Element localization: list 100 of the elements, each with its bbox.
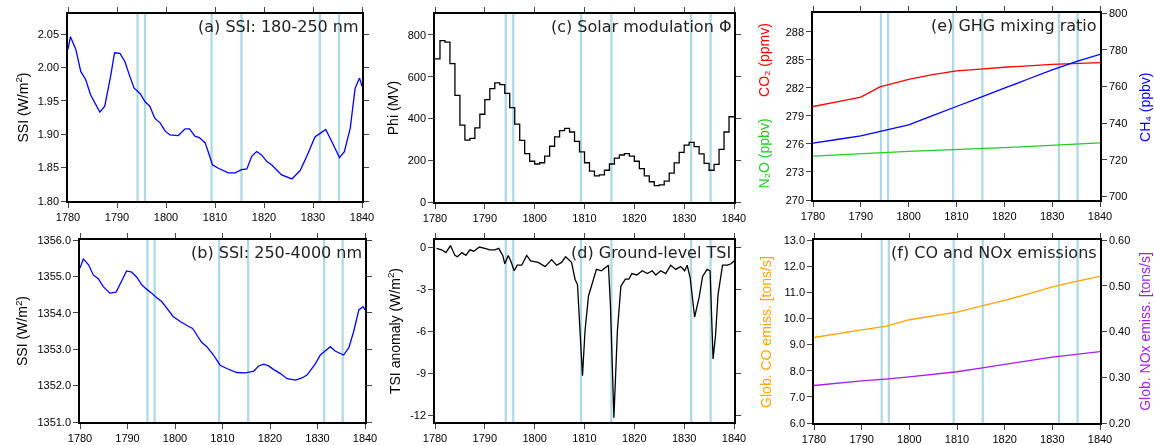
x-tick-label: 1800 [522, 431, 547, 444]
chart-title: (a) SSI: 180-250 nm [198, 17, 359, 36]
x-tick-label: 1790 [472, 211, 498, 224]
y-tick-label: 1.90 [37, 128, 60, 141]
y2-tick-label: 800 [1108, 6, 1128, 19]
y-tick-label: 2.00 [37, 61, 60, 74]
y2-tick-label: 780 [1108, 43, 1128, 56]
y-tick-label: 285 [785, 53, 805, 66]
y-tick-label: 273 [785, 165, 805, 178]
y-tick-label: 0 [419, 195, 427, 208]
x-tick-label: 1790 [472, 431, 498, 444]
x-tick-label: 1830 [1039, 209, 1065, 222]
x-tick-label: 1840 [721, 211, 747, 224]
x-tick-label: 1810 [572, 211, 597, 224]
y-tick-label: 0 [419, 240, 427, 253]
text: N₂O (ppbv) [755, 118, 772, 189]
x-tick-label: 1830 [671, 431, 697, 444]
x-tick-label: 1840 [721, 431, 747, 444]
x-tick-label: 1800 [522, 211, 547, 224]
y-tick-label: 1356.0 [37, 233, 72, 246]
y-tick-label: 8.0 [789, 364, 806, 377]
x-tick-label: 1780 [422, 211, 448, 224]
x-tick-label: 1800 [897, 432, 922, 445]
x-tick-label: 1780 [800, 209, 826, 222]
y-tick-label: 12.0 [783, 259, 806, 272]
x-tick-label: 1790 [848, 209, 874, 222]
x-tick-label: 1820 [992, 432, 1017, 445]
y2-tick-label: 760 [1108, 80, 1128, 93]
y2-tick-label: 700 [1108, 190, 1128, 203]
y-tick-label: 200 [407, 154, 427, 167]
y-tick-label: 2.05 [37, 27, 60, 40]
y-tick-label: -9 [416, 366, 427, 379]
x-tick-label: 1800 [896, 209, 921, 222]
chart-title: (f) CO and NOx emissions [891, 243, 1097, 262]
chart-title: (c) Solar modulation Φ [551, 17, 732, 36]
y-tick-label: 7.0 [789, 390, 806, 403]
x-tick-label: 1820 [992, 209, 1017, 222]
x-tick-label: 1840 [352, 431, 378, 444]
x-tick-label: 1800 [153, 210, 179, 223]
x-tick-label: 1840 [1087, 209, 1113, 222]
y-tick-label: 1.95 [37, 94, 60, 107]
y-tick-label: 1354.0 [37, 306, 72, 319]
x-tick-label: 1780 [801, 432, 827, 445]
x-tick-label: 1780 [67, 431, 93, 444]
y-tick-label: 270 [785, 193, 805, 206]
x-tick-label: 1780 [55, 210, 81, 223]
y-tick-label: 10.0 [783, 312, 806, 325]
x-tick-label: 1820 [622, 431, 647, 444]
y-tick-label: 800 [407, 28, 427, 41]
text: Glob. CO emiss. [tons/s] [757, 256, 774, 408]
y-tick-label: 1352.0 [37, 379, 72, 392]
y-tick-label: 288 [785, 25, 805, 38]
x-tick-label: 1810 [202, 210, 228, 223]
y-tick-label: 1.85 [37, 161, 60, 174]
x-tick-label: 1820 [257, 431, 283, 444]
chart-title: (e) GHG mixing ratio [931, 16, 1097, 35]
y-tick-label: 13.0 [783, 233, 806, 246]
y2-tick-label: 740 [1108, 116, 1128, 129]
y-tick-label: 282 [785, 81, 805, 94]
y-tick-label: 1351.0 [37, 415, 72, 428]
y2-tick-label: 0.30 [1108, 371, 1131, 384]
x-tick-label: 1830 [300, 210, 326, 223]
y-tick-label: 11.0 [784, 286, 806, 299]
x-tick-label: 1800 [162, 431, 188, 444]
y-tick-label: 279 [785, 109, 805, 122]
y-tick-label: 400 [407, 112, 427, 125]
x-tick-label: 1810 [572, 431, 597, 444]
y-tick-label: 6.0 [789, 416, 806, 429]
x-tick-label: 1790 [849, 432, 874, 445]
x-tick-label: 1830 [671, 211, 697, 224]
text: Glob. NOx emiss. [tons/s] [1136, 252, 1153, 411]
text: CH₄ (ppbv) [1136, 72, 1153, 142]
x-tick-label: 1830 [1040, 432, 1065, 445]
x-tick-label: 1790 [115, 431, 140, 444]
x-tick-label: 1790 [104, 210, 130, 223]
chart-title: (d) Ground-level TSI [571, 243, 732, 262]
x-tick-label: 1810 [944, 432, 970, 445]
y2-tick-label: 0.50 [1108, 279, 1131, 292]
y-tick-label: 9.0 [789, 338, 806, 351]
y2-tick-label: 720 [1108, 153, 1128, 166]
x-tick-label: 1840 [349, 210, 375, 223]
y-tick-label: -12 [410, 408, 427, 421]
y-tick-label: 1.80 [37, 194, 60, 207]
y-tick-label: 1355.0 [37, 270, 72, 283]
y2-tick-label: 0.20 [1108, 416, 1131, 429]
x-tick-label: 1820 [251, 210, 277, 223]
x-tick-label: 1780 [422, 431, 448, 444]
y-tick-label: 600 [407, 70, 427, 83]
x-tick-label: 1810 [210, 431, 235, 444]
x-tick-label: 1810 [944, 209, 969, 222]
y-tick-label: -3 [416, 282, 427, 295]
x-tick-label: 1830 [305, 431, 330, 444]
y-tick-label: 1353.0 [37, 343, 72, 356]
text: CO₂ (ppmv) [756, 23, 773, 97]
x-tick-label: 1820 [622, 211, 647, 224]
y2-tick-label: 0.60 [1108, 233, 1131, 246]
chart-title: (b) SSI: 250-4000 nm [191, 243, 363, 262]
y-tick-label: 276 [785, 137, 805, 150]
y2-tick-label: 0.40 [1108, 325, 1131, 338]
x-tick-label: 1840 [1087, 432, 1113, 445]
